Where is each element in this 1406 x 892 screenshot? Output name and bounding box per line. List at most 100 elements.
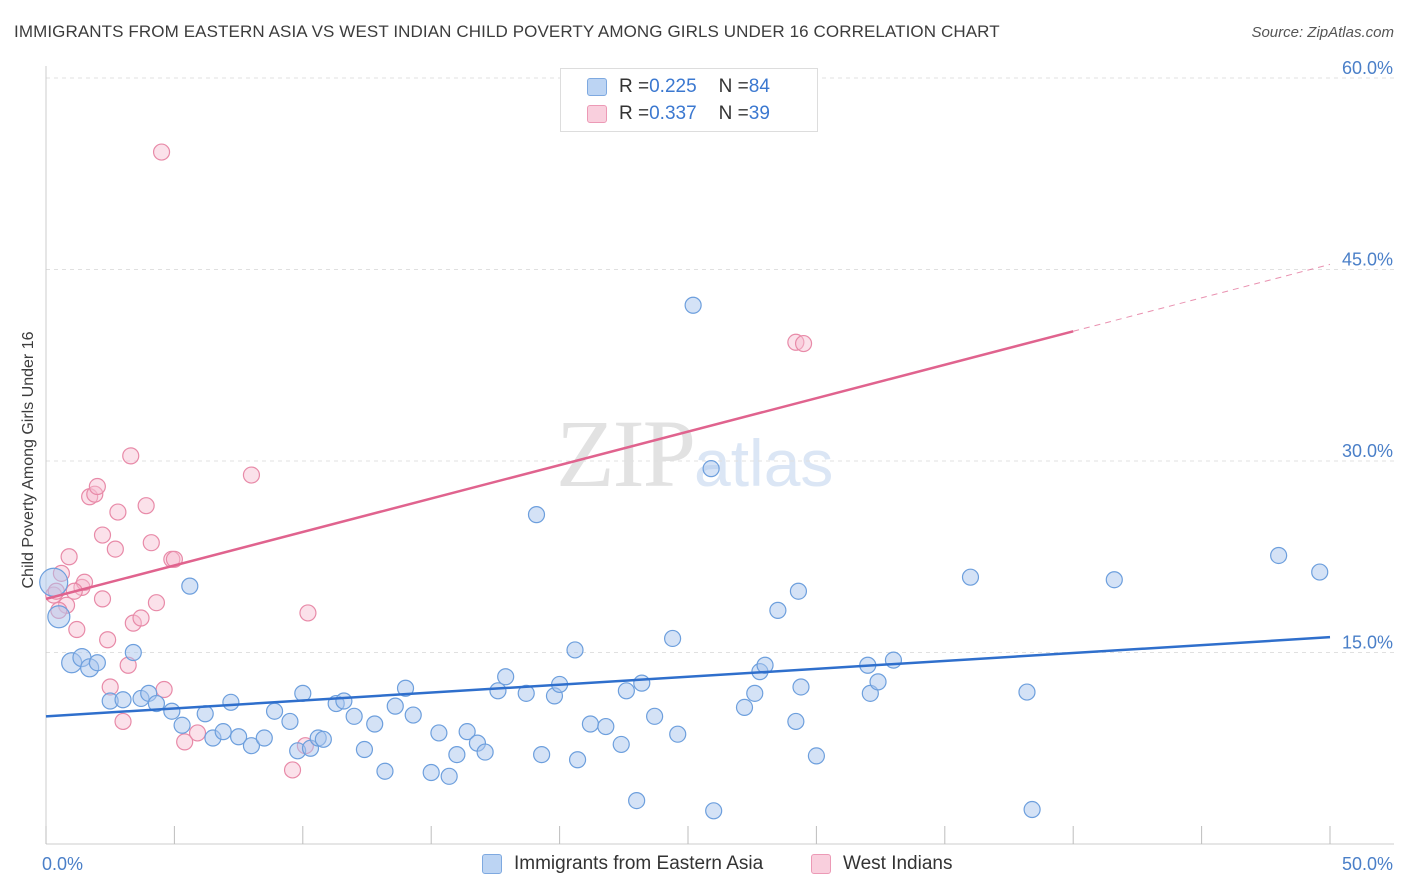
trend-line-west-indians-extension bbox=[1073, 263, 1331, 332]
chart-title: IMMIGRANTS FROM EASTERN ASIA VS WEST IND… bbox=[14, 22, 1000, 41]
data-point-west-indians bbox=[283, 761, 302, 779]
data-point-west-indians bbox=[109, 503, 127, 521]
data-point-west-indians bbox=[137, 497, 155, 515]
data-point-eastern-asia bbox=[884, 651, 903, 669]
legend-r-value: 0.337 bbox=[649, 103, 697, 124]
data-point-eastern-asia bbox=[663, 629, 682, 648]
data-point-eastern-asia bbox=[355, 740, 374, 759]
data-point-west-indians bbox=[88, 477, 106, 496]
axes bbox=[45, 66, 1394, 845]
data-point-eastern-asia bbox=[568, 751, 587, 769]
data-point-eastern-asia bbox=[517, 684, 535, 702]
data-point-eastern-asia bbox=[1105, 571, 1123, 589]
data-point-eastern-asia bbox=[633, 674, 651, 692]
data-point-eastern-asia bbox=[669, 725, 687, 743]
data-point-eastern-asia bbox=[147, 694, 166, 713]
watermark-zip: ZIP bbox=[556, 400, 696, 507]
data-point-eastern-asia bbox=[497, 668, 515, 686]
data-point-eastern-asia bbox=[335, 692, 353, 710]
data-point-eastern-asia bbox=[173, 716, 191, 734]
data-point-eastern-asia bbox=[746, 684, 764, 702]
data-point-eastern-asia bbox=[792, 678, 810, 696]
data-point-eastern-asia bbox=[705, 802, 723, 820]
data-point-west-indians bbox=[68, 620, 86, 639]
tick-labels: 15.0% 30.0% 45.0% 60.0% 0.0% 50.0% bbox=[42, 58, 1393, 874]
data-point-eastern-asia bbox=[458, 723, 476, 741]
y-tick-label: 45.0% bbox=[1342, 250, 1393, 270]
eastern-asia-points bbox=[39, 296, 1329, 820]
trend-line-eastern-asia bbox=[45, 635, 1331, 718]
data-point-eastern-asia bbox=[961, 568, 980, 586]
x-tick-label-max: 50.0% bbox=[1342, 854, 1393, 874]
data-point-eastern-asia bbox=[222, 693, 240, 711]
data-point-eastern-asia bbox=[628, 791, 646, 810]
legend-n-label: N = bbox=[718, 103, 749, 124]
data-point-eastern-asia bbox=[114, 691, 132, 709]
y-tick-label: 60.0% bbox=[1342, 58, 1393, 78]
data-point-eastern-asia bbox=[581, 715, 600, 733]
data-point-eastern-asia bbox=[617, 682, 635, 700]
data-point-eastern-asia bbox=[47, 605, 71, 629]
data-point-west-indians bbox=[299, 604, 317, 622]
data-point-west-indians bbox=[122, 447, 140, 465]
data-point-west-indians bbox=[152, 143, 171, 161]
data-point-eastern-asia bbox=[430, 724, 448, 742]
data-point-eastern-asia bbox=[396, 679, 415, 697]
data-point-eastern-asia bbox=[1018, 683, 1036, 701]
legend-n-value: 84 bbox=[748, 76, 770, 97]
bottom-legend-label: West Indians bbox=[843, 853, 953, 874]
data-point-west-indians bbox=[93, 526, 112, 544]
trend-line-west-indians bbox=[45, 330, 1074, 601]
data-point-eastern-asia bbox=[422, 763, 440, 782]
data-point-eastern-asia bbox=[214, 723, 232, 741]
data-point-eastern-asia bbox=[684, 296, 702, 314]
bottom-legend-label: Immigrants from Eastern Asia bbox=[514, 853, 764, 874]
y-tick-label: 30.0% bbox=[1342, 441, 1393, 461]
legend-row-eastern-asia: R = 0.225 N = 84 bbox=[587, 75, 770, 99]
data-point-west-indians bbox=[147, 594, 166, 612]
data-point-eastern-asia bbox=[242, 737, 261, 755]
data-point-west-indians bbox=[176, 733, 194, 751]
data-point-west-indians bbox=[114, 712, 132, 731]
legend-swatch-blue bbox=[587, 78, 607, 96]
source-label: Source: ZipAtlas.com bbox=[1251, 24, 1394, 41]
data-point-west-indians bbox=[93, 590, 112, 608]
data-point-eastern-asia bbox=[769, 601, 787, 619]
data-point-west-indians bbox=[242, 466, 261, 484]
data-point-eastern-asia bbox=[440, 767, 458, 785]
data-point-eastern-asia bbox=[702, 460, 720, 478]
data-point-eastern-asia bbox=[787, 712, 805, 731]
data-point-eastern-asia bbox=[869, 673, 887, 691]
x-tick-label-min: 0.0% bbox=[42, 854, 83, 874]
data-point-eastern-asia bbox=[376, 762, 394, 780]
data-point-eastern-asia bbox=[181, 577, 199, 595]
data-point-eastern-asia bbox=[314, 730, 332, 748]
data-point-eastern-asia bbox=[612, 735, 630, 754]
data-point-eastern-asia bbox=[566, 641, 584, 659]
data-point-eastern-asia bbox=[527, 506, 546, 524]
grid-lines bbox=[46, 77, 1394, 653]
data-point-eastern-asia bbox=[476, 743, 494, 761]
data-point-west-indians bbox=[188, 724, 207, 742]
data-point-eastern-asia bbox=[281, 712, 299, 731]
data-point-eastern-asia bbox=[597, 717, 615, 736]
data-point-eastern-asia bbox=[366, 715, 384, 733]
bottom-legend-swatch-blue bbox=[482, 854, 502, 874]
data-point-eastern-asia bbox=[386, 697, 404, 715]
data-point-eastern-asia bbox=[39, 567, 69, 597]
data-point-eastern-asia bbox=[807, 747, 826, 765]
data-point-eastern-asia bbox=[124, 643, 142, 662]
legend-r-value: 0.225 bbox=[649, 76, 697, 97]
data-point-west-indians bbox=[99, 631, 117, 649]
legend-r-label: R = bbox=[619, 76, 650, 97]
legend-r-label: R = bbox=[619, 103, 650, 124]
legend-swatch-pink bbox=[587, 105, 607, 123]
data-point-eastern-asia bbox=[756, 656, 774, 674]
data-point-eastern-asia bbox=[489, 682, 507, 700]
correlation-legend: R = 0.225 N = 84 R = 0.337 N = 39 bbox=[560, 68, 818, 132]
legend-row-west-indians: R = 0.337 N = 39 bbox=[587, 102, 770, 126]
trend-lines bbox=[45, 263, 1331, 718]
data-point-west-indians bbox=[794, 334, 813, 353]
data-point-eastern-asia bbox=[1270, 546, 1288, 565]
legend-n-value: 39 bbox=[748, 103, 770, 124]
